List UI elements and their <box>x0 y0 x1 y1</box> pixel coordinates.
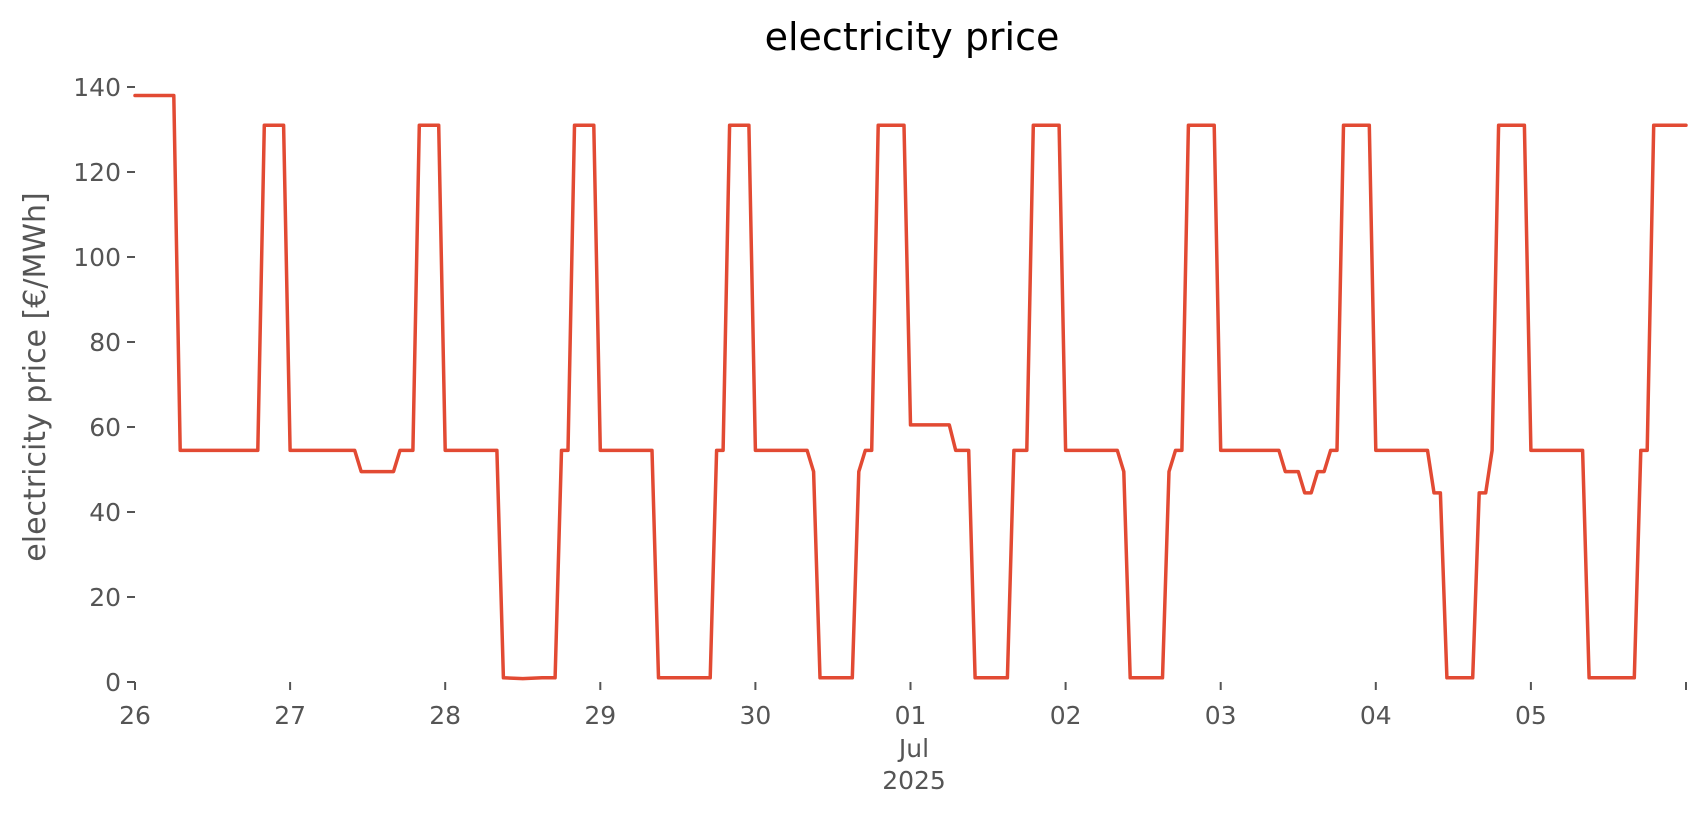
y-tick-label-100: 100 <box>73 243 121 272</box>
x-tick-label-05: 05 <box>1515 701 1547 730</box>
x-axis-month-label: Jul <box>897 734 929 763</box>
y-tick-label-80: 80 <box>89 328 121 357</box>
x-tick-label-03: 03 <box>1205 701 1237 730</box>
x-tick-label-30: 30 <box>739 701 771 730</box>
x-axis-year-label: 2025 <box>882 766 946 795</box>
y-tick-label-20: 20 <box>89 583 121 612</box>
x-tick-label-01: 01 <box>895 701 927 730</box>
y-axis: 0 20 40 60 80 100 120 140 <box>73 73 135 697</box>
y-tick-label-40: 40 <box>89 498 121 527</box>
x-tick-label-02: 02 <box>1050 701 1082 730</box>
x-tick-label-27: 27 <box>274 701 306 730</box>
x-tick-label-29: 29 <box>584 701 616 730</box>
x-tick-label-04: 04 <box>1360 701 1392 730</box>
x-tick-label-28: 28 <box>429 701 461 730</box>
y-axis-label: electricity price [€/MWh] <box>18 192 53 561</box>
y-tick-label-120: 120 <box>73 158 121 187</box>
y-tick-label-60: 60 <box>89 413 121 442</box>
chart-title: electricity price <box>765 15 1060 59</box>
y-tick-label-140: 140 <box>73 73 121 102</box>
y-tick-label-0: 0 <box>105 668 121 697</box>
series-group <box>133 93 1688 681</box>
price-series-line-0 <box>133 93 1688 681</box>
x-axis: Jul 2025 26 27 28 29 30 01 02 03 04 05 <box>119 682 1687 795</box>
x-tick-label-26: 26 <box>119 701 151 730</box>
